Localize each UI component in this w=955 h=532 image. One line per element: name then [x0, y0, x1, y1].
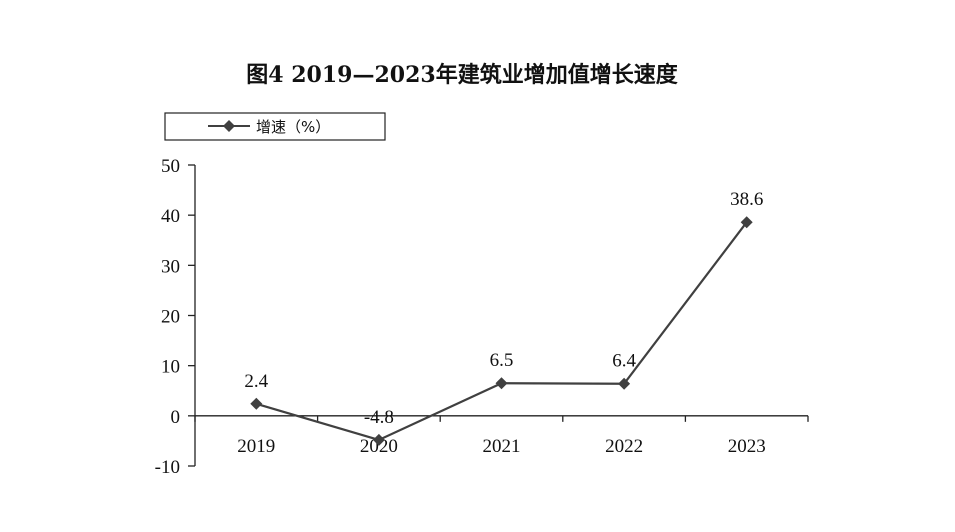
data-point-marker [495, 377, 508, 390]
y-tick-label: 0 [171, 407, 181, 428]
data-label: 38.6 [730, 189, 763, 210]
legend-box [164, 112, 386, 141]
y-tick-label: 40 [161, 206, 180, 227]
legend-series-label: 增速（%） [256, 118, 330, 136]
x-tick-label: 2019 [237, 436, 275, 457]
data-label: 2.4 [244, 371, 268, 392]
x-tick-label: 2023 [728, 436, 766, 457]
x-tick-label: 2021 [483, 436, 521, 457]
data-label: 6.4 [612, 351, 636, 372]
legend: 增速（%） [164, 112, 386, 141]
data-label: 6.5 [490, 350, 514, 371]
y-tick-label: 20 [161, 307, 180, 328]
data-point-marker [740, 216, 753, 229]
series-line: 2.4 -4.8 6.5 6.4 38.6 [244, 189, 763, 446]
y-tick-label: 10 [161, 357, 180, 378]
x-tick-label: 2020 [360, 436, 398, 457]
axes: 50 40 30 20 10 0 -10 2019 2020 2021 2022 2023 [155, 156, 809, 478]
y-tick-label: -10 [155, 457, 180, 478]
data-point-marker [618, 377, 631, 390]
data-point-marker [250, 397, 263, 410]
chart-title: 图4 2019—2023年建筑业增加值增长速度 [246, 62, 678, 88]
legend-diamond-marker [223, 120, 235, 132]
data-label: -4.8 [364, 407, 394, 428]
series-line-path [255, 221, 748, 442]
x-tick-label: 2022 [605, 436, 643, 457]
y-tick-label: 30 [161, 256, 180, 277]
y-tick-label: 50 [161, 156, 180, 177]
data-point-marker [372, 433, 385, 446]
